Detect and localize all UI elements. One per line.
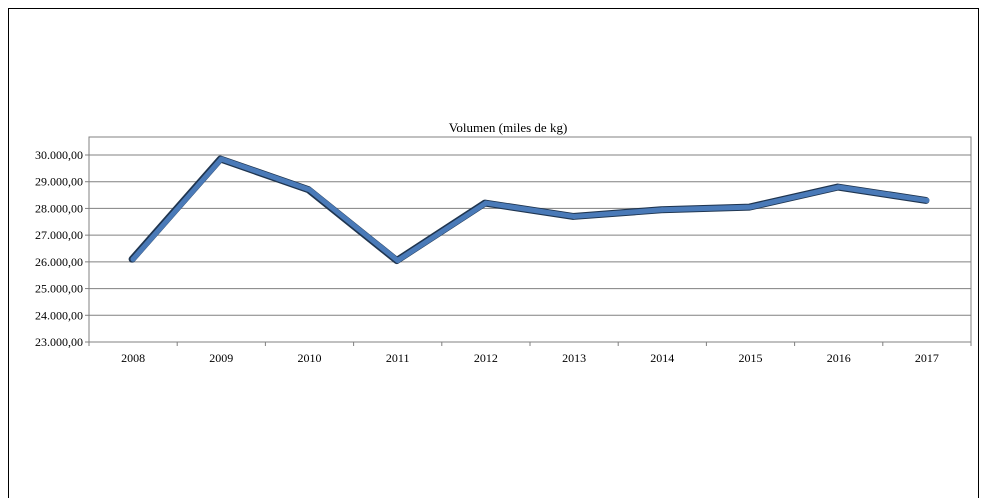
series-lines <box>128 155 930 265</box>
data-point <box>307 187 312 193</box>
data-point <box>836 184 842 190</box>
x-tick-label: 2017 <box>915 351 939 365</box>
y-tick-label: 27.000,00 <box>35 228 83 242</box>
y-tick-label: 29.000,00 <box>35 175 83 189</box>
x-tick-labels: 2008 2009 2010 2011 2012 2013 2014 2015 2016 2017 <box>121 351 939 365</box>
y-tick-label: 26.000,00 <box>35 255 83 269</box>
x-tick-label: 2010 <box>298 351 322 365</box>
x-tick-label: 2012 <box>474 351 498 365</box>
data-point <box>748 204 753 210</box>
x-tick-label: 2013 <box>562 351 586 365</box>
y-tick-label: 28.000,00 <box>35 201 83 215</box>
data-point <box>130 256 136 262</box>
chart-frame <box>8 8 979 498</box>
x-tick-label: 2008 <box>121 351 145 365</box>
data-point <box>483 200 489 206</box>
y-tick-label: 24.000,00 <box>35 308 83 322</box>
plot-area-border <box>88 136 972 343</box>
y-tick-label: 23.000,00 <box>35 335 83 349</box>
y-tick-label: 25.000,00 <box>35 282 83 296</box>
data-point <box>924 197 930 203</box>
data-point <box>571 213 577 219</box>
x-tick-label: 2009 <box>209 351 233 365</box>
series-line <box>130 156 930 264</box>
data-point <box>395 258 401 264</box>
chart-title: Volumen (miles de kg) <box>449 120 568 135</box>
y-tick-labels: 23.000,00 24.000,00 25.000,00 26.000,00 27.0… <box>35 148 83 349</box>
x-tick-label: 2011 <box>386 351 410 365</box>
y-tick-label: 30.000,00 <box>35 148 83 162</box>
axes <box>85 136 972 346</box>
grid-lines <box>89 154 971 343</box>
data-point <box>218 156 224 162</box>
x-tick-label: 2014 <box>650 351 674 365</box>
data-point <box>659 207 665 213</box>
x-tick-label: 2015 <box>739 351 763 365</box>
x-tick-label: 2016 <box>827 351 851 365</box>
